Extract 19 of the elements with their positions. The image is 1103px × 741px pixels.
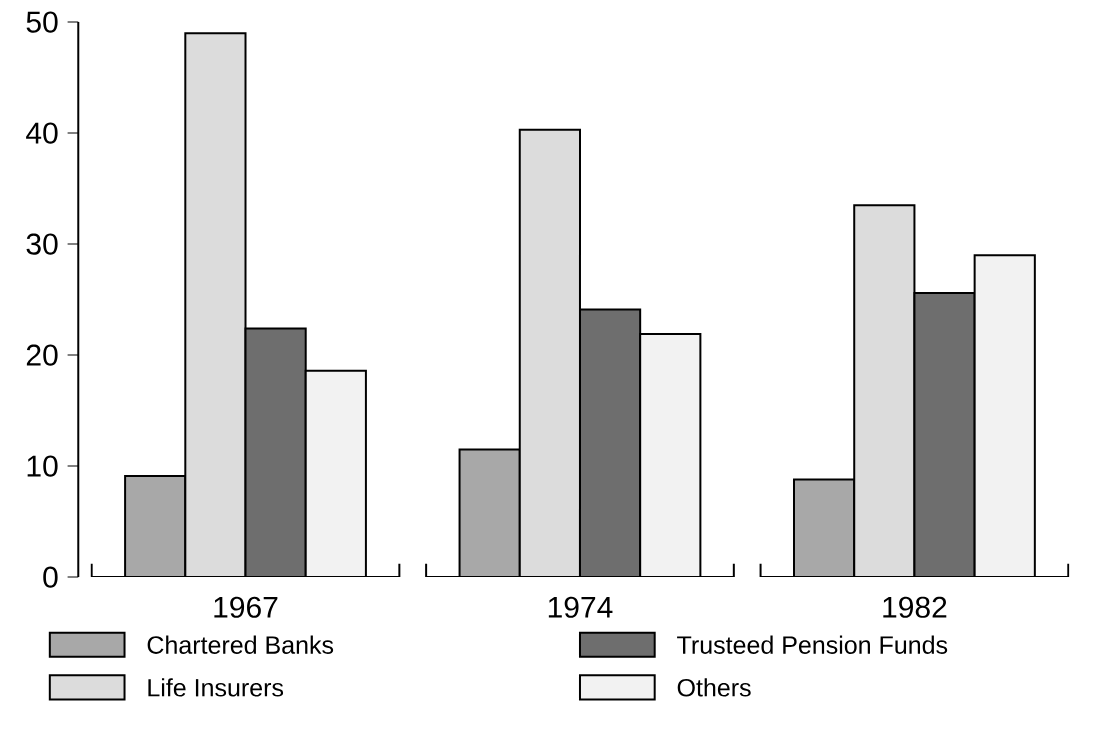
x-tick-label: 1982 [883,596,947,618]
legend-label: Others [677,678,751,697]
legend-label: Chartered Banks [147,635,334,654]
y-tick-label: 20 [26,344,58,366]
x-tick-label: 1967 [214,596,278,618]
legend-label: Life Insurers [148,678,284,697]
bar [519,129,580,578]
bar [185,33,246,578]
bar [853,204,916,578]
x-tick-label: 1974 [548,596,613,618]
y-tick-label: 0 [43,566,58,588]
y-tick-label: 50 [26,11,58,33]
y-tick-label: 40 [26,122,58,144]
y-tick-label: 10 [27,455,58,477]
y-tick-label: 30 [26,233,58,255]
legend-label: Trusteed Pension Funds [677,635,948,654]
bar [459,449,520,578]
bar [793,478,856,578]
bar [125,476,186,578]
